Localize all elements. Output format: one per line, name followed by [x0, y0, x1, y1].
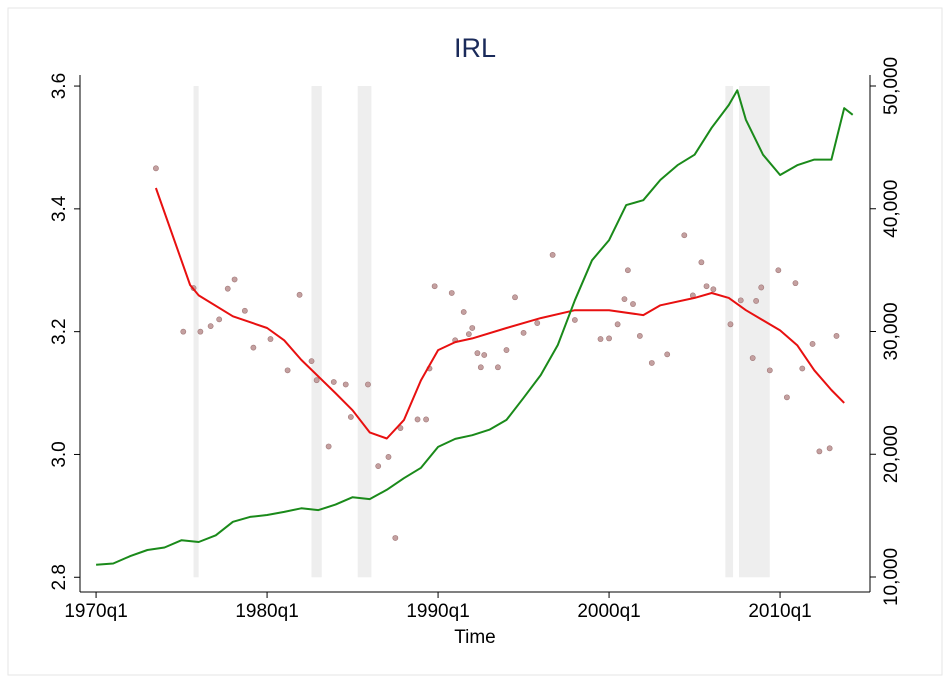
- scatter-point: [614, 321, 621, 328]
- y-tick-label: 3.4: [49, 195, 70, 222]
- scatter-point: [606, 335, 612, 342]
- scatter-point: [296, 291, 303, 298]
- scatter-point: [267, 336, 274, 342]
- y-tick-label: 2.8: [49, 564, 70, 590]
- shaded-period: [357, 86, 372, 578]
- scatter-point: [392, 535, 399, 541]
- shaded-period: [193, 86, 199, 578]
- y2-tick-label: 20,000: [881, 425, 902, 483]
- scatter-point: [153, 165, 159, 172]
- scatter-point: [308, 358, 315, 365]
- scatter-point: [664, 351, 671, 358]
- y-tick-label: 3.0: [49, 441, 70, 467]
- x-tick-label: 1990q1: [406, 601, 469, 622]
- scatter-point: [648, 360, 655, 366]
- scatter-point: [549, 252, 556, 258]
- scatter-point: [833, 333, 840, 339]
- scatter-point: [423, 416, 429, 423]
- scatter-point: [474, 350, 481, 357]
- scatter-point: [231, 276, 238, 283]
- scatter-point: [330, 379, 337, 385]
- scatter-point: [180, 328, 187, 335]
- scatter-point: [503, 347, 510, 353]
- y2-tick-label: 10,000: [881, 548, 902, 606]
- scatter-point: [630, 301, 636, 307]
- scatter-point: [749, 355, 756, 361]
- scatter-point: [571, 317, 578, 323]
- scatter-point: [737, 297, 744, 304]
- scatter-point: [385, 454, 392, 460]
- scatter-point: [207, 323, 214, 330]
- scatter-point: [792, 280, 799, 287]
- scatter-point: [624, 267, 631, 274]
- scatter-point: [481, 352, 488, 358]
- x-tick-label: 2000q1: [577, 601, 640, 622]
- x-axis-label: Time: [454, 627, 496, 648]
- scatter-point: [465, 331, 472, 338]
- scatter-point: [241, 307, 248, 314]
- y-tick-label: 3.2: [49, 318, 70, 344]
- scatter-point: [414, 416, 421, 423]
- shaded-period: [725, 86, 734, 578]
- scatter-point: [375, 463, 382, 470]
- scatter-point: [766, 367, 773, 374]
- scatter-point: [284, 367, 291, 374]
- y2-tick-label: 40,000: [881, 180, 902, 238]
- scatter-point: [448, 290, 455, 296]
- shaded-period: [311, 86, 322, 578]
- scatter-point: [365, 381, 371, 388]
- scatter-point: [431, 283, 438, 290]
- x-tick-label: 2010q1: [748, 601, 811, 622]
- x-tick-label: 1980q1: [235, 601, 298, 622]
- line-series: [154, 187, 845, 440]
- scatter-point: [775, 267, 782, 274]
- scatter-point: [621, 296, 628, 303]
- scatter-point: [753, 298, 760, 304]
- scatter-point: [816, 448, 823, 455]
- scatter-point: [342, 381, 349, 388]
- scatter-point: [826, 445, 833, 452]
- chart-frame: [7, 7, 943, 676]
- y-tick-label: 3.6: [49, 73, 70, 99]
- scatter-point: [703, 283, 710, 290]
- chart-title: IRL: [454, 33, 496, 63]
- scatter-point: [597, 336, 604, 342]
- scatter-point: [460, 309, 467, 315]
- scatter-point: [347, 414, 354, 420]
- scatter-point: [325, 443, 332, 450]
- scatter-point: [636, 333, 643, 339]
- line-series: [96, 89, 854, 566]
- scatter-point: [216, 316, 223, 323]
- y2-tick-label: 50,000: [881, 57, 902, 115]
- scatter-point: [783, 394, 790, 401]
- shaded-period: [739, 86, 770, 578]
- scatter-point: [224, 285, 231, 292]
- scatter-point: [512, 294, 518, 301]
- scatter-point: [534, 320, 541, 326]
- scatter-point: [799, 365, 806, 372]
- y2-tick-label: 30,000: [881, 302, 902, 360]
- scatter-point: [758, 284, 765, 291]
- scatter-point: [698, 259, 705, 266]
- scatter-point: [197, 328, 204, 335]
- scatter-point: [469, 325, 476, 331]
- scatter-point: [520, 329, 527, 336]
- scatter-point: [809, 341, 816, 347]
- scatter-point: [727, 321, 734, 328]
- x-tick-label: 1970q1: [64, 601, 127, 622]
- scatter-point: [250, 344, 257, 351]
- scatter-point: [495, 364, 501, 371]
- scatter-point: [681, 232, 688, 239]
- scatter-point: [313, 377, 320, 384]
- scatter-point: [477, 364, 484, 371]
- scatter-point: [710, 286, 717, 293]
